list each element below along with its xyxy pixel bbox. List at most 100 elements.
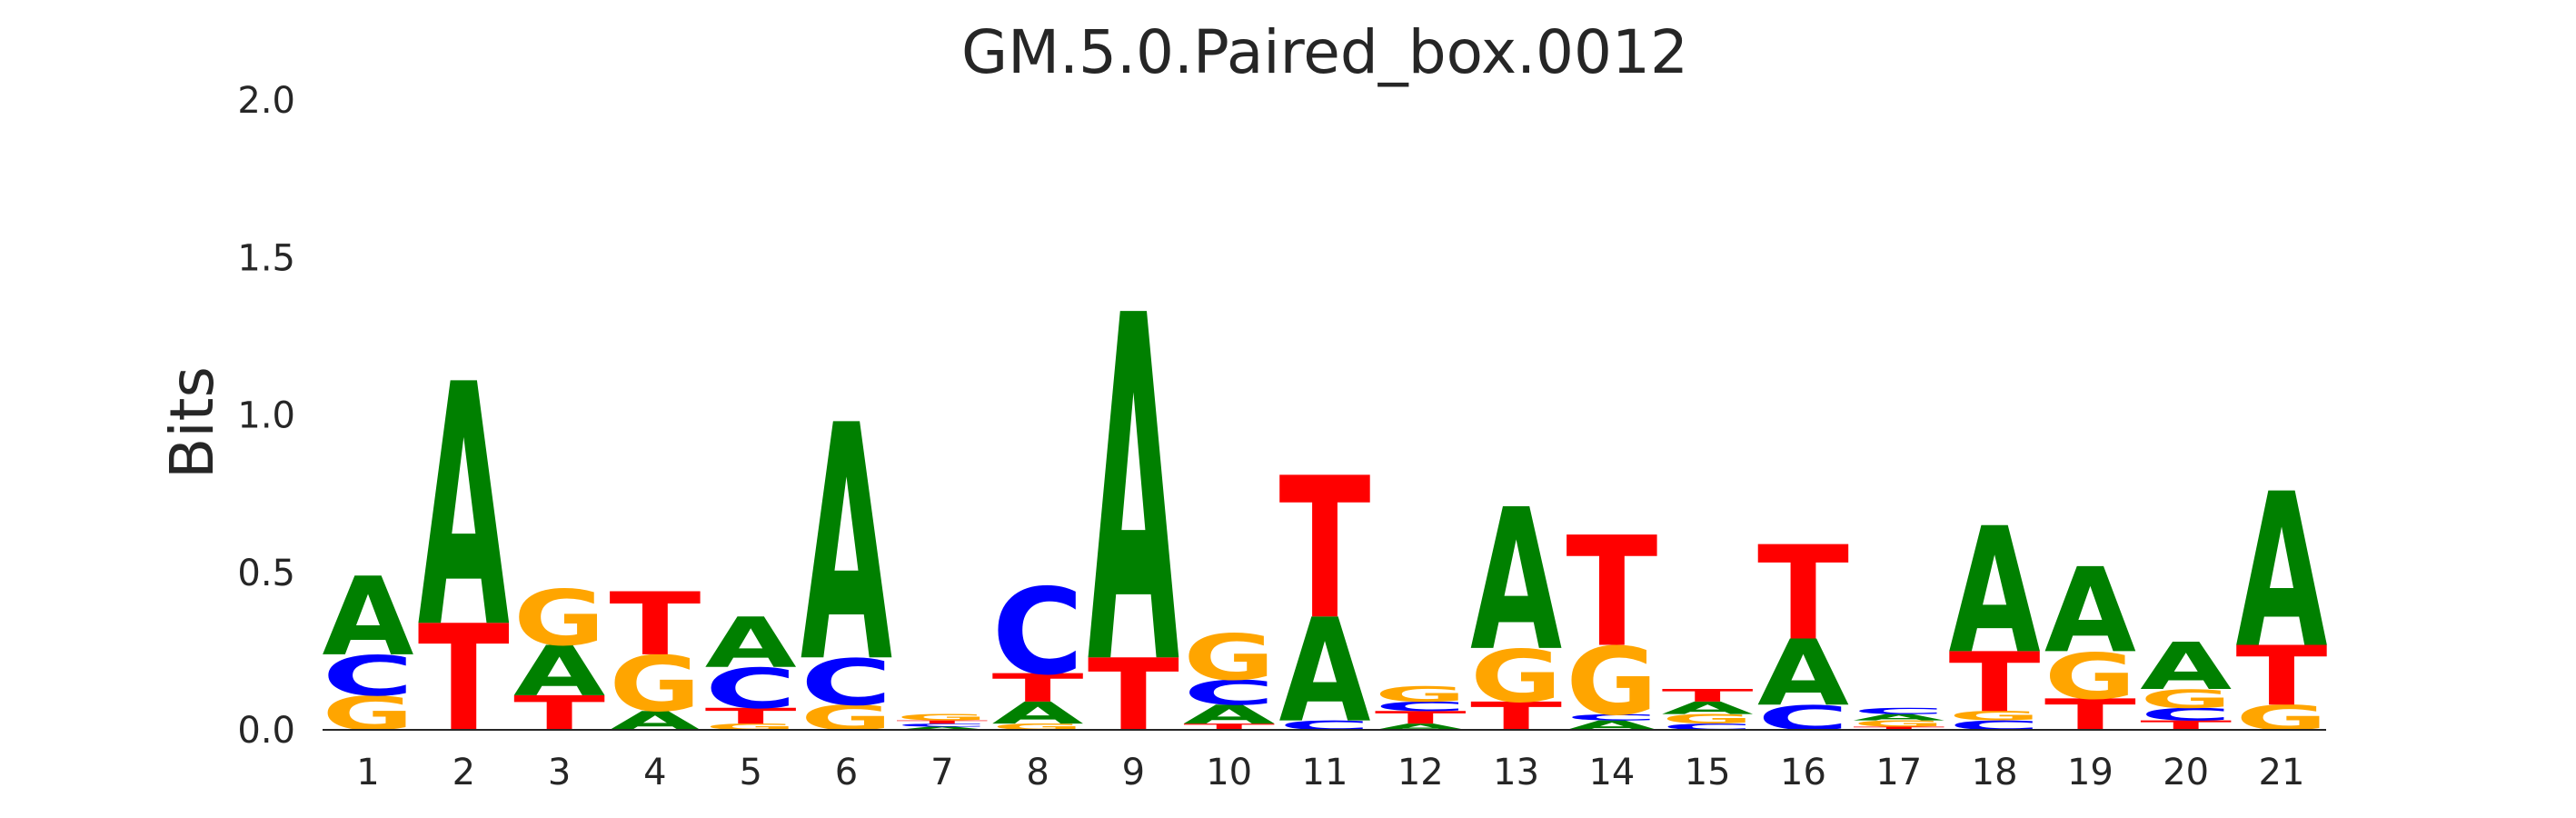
logo-letter-t: T (1470, 693, 1562, 739)
logo-letter-g: G (2236, 699, 2328, 738)
logo-letter-g: G (2140, 684, 2232, 714)
x-tick-label: 17 (1875, 752, 1922, 793)
logo-letter-g: G (1853, 719, 1944, 729)
x-tick-label: 3 (548, 752, 571, 793)
y-tick-label: 1.5 (237, 237, 295, 279)
x-tick-label: 2 (453, 752, 475, 793)
logo-letter-g: G (1375, 682, 1467, 706)
y-axis-label: Bits (157, 366, 227, 479)
y-tick-label: 0.5 (237, 553, 295, 594)
logo-letter-a: A (801, 358, 893, 734)
logo-letter-a: A (1375, 722, 1467, 732)
x-tick-label: 19 (2067, 752, 2114, 793)
logo-letter-a: A (896, 726, 988, 732)
x-tick-label: 16 (1780, 752, 1826, 793)
logo-letter-t: T (1375, 707, 1467, 727)
logo-letter-t: T (1757, 519, 1849, 670)
logo-letter-g: G (992, 722, 1084, 732)
logo-letter-a: A (1183, 700, 1275, 730)
y-tick-label: 0.0 (237, 710, 295, 752)
logo-letter-c: C (1853, 706, 1944, 716)
logo-letter-t: T (418, 594, 510, 765)
logo-letter-t: T (2044, 690, 2136, 740)
logo-letter-g: G (1566, 628, 1657, 736)
logo-letter-g: G (2044, 639, 2136, 713)
x-tick-label: 18 (1972, 752, 2018, 793)
logo-letter-a: A (1088, 216, 1180, 770)
logo-letter-g: G (1949, 709, 2041, 723)
logo-letter-a: A (323, 554, 414, 680)
logo-letter-c: C (705, 657, 797, 722)
logo-letter-t: T (1088, 637, 1179, 753)
logo-letter-t: T (1662, 685, 1754, 705)
logo-letter-a: A (1470, 468, 1562, 694)
y-axis-ticks: 0.0 0.5 1.0 1.5 2.0 (237, 80, 295, 752)
x-tick-label: 12 (1397, 752, 1444, 793)
logo-letter-g: G (896, 713, 988, 723)
y-tick-label: 2.0 (237, 80, 295, 122)
logo-letter-t: T (1183, 722, 1275, 732)
logo-letter-a: A (992, 696, 1084, 731)
logo-letter-a: A (1279, 589, 1371, 755)
x-tick-label: 13 (1493, 752, 1539, 793)
chart-title: GM.5.0.Paired_box.0012 (961, 17, 1688, 87)
x-tick-label: 20 (2163, 752, 2209, 793)
logo-letter-t: T (896, 720, 988, 725)
x-tick-label: 8 (1026, 752, 1049, 793)
x-tick-label: 21 (2259, 752, 2305, 793)
logo-letter-a: A (1949, 492, 2041, 692)
logo-letter-c: C (896, 723, 988, 727)
x-tick-label: 4 (643, 752, 666, 793)
logo-letter-a: A (705, 604, 797, 683)
logo-letter-g: G (1470, 635, 1562, 719)
logo-letter-a: A (609, 706, 701, 736)
logo-letter-t: T (705, 703, 797, 729)
logo-letter-g: G (609, 640, 701, 729)
x-tick-label: 14 (1588, 752, 1635, 793)
logo-letter-t: T (609, 575, 701, 675)
x-tick-label: 9 (1122, 752, 1145, 793)
logo-letter-g: G (513, 574, 605, 663)
x-tick-label: 15 (1685, 752, 1731, 793)
logo-letter-a: A (1853, 713, 1945, 723)
logo-letter-t: T (1566, 505, 1657, 681)
logo-letter-t: T (513, 686, 605, 742)
logo-letter-c: C (801, 646, 892, 720)
x-tick-label: 10 (1206, 752, 1252, 793)
logo-letter-t: T (2236, 628, 2328, 723)
x-axis-ticks: 1 2 3 4 5 6 7 8 9 10 11 12 13 14 15 16 17 18 19 20 21 (356, 752, 2304, 793)
logo-letter-a: A (2140, 628, 2232, 703)
x-tick-label: 5 (739, 752, 761, 793)
logo-letter-t: T (992, 665, 1084, 711)
logo-letter-g: G (1662, 712, 1754, 726)
logo-letter-c: C (2140, 705, 2232, 725)
x-tick-label: 6 (835, 752, 858, 793)
logo-letter-a: A (418, 314, 511, 702)
logo-letter-g: G (323, 687, 414, 741)
logo-letter-c: C (1183, 673, 1275, 713)
logo-letter-c: C (1375, 699, 1467, 713)
logo-letter-t: T (1949, 634, 2041, 730)
y-tick-label: 1.0 (237, 395, 295, 437)
logo-letter-c: C (1566, 713, 1657, 723)
x-tick-label: 11 (1302, 752, 1348, 793)
logo-letter-g: G (1183, 621, 1275, 695)
logo-letter-a: A (2044, 543, 2136, 679)
logo-letter-a: A (1662, 698, 1754, 718)
logo-letter-c: C (323, 644, 414, 709)
logo-letter-t: T (1853, 726, 1944, 732)
logo-letter-a: A (513, 632, 605, 712)
logo-letter-g: G (801, 699, 892, 738)
x-tick-label: 1 (356, 752, 379, 793)
logo-letter-a: A (1757, 621, 1849, 726)
logo-letter-a: A (2236, 449, 2328, 695)
logo-letter-g: G (705, 722, 797, 732)
logo-letter-t: T (1279, 437, 1371, 663)
x-tick-label: 7 (930, 752, 953, 793)
logo-letter-c: C (1662, 722, 1754, 732)
logo-letter-c: C (992, 564, 1084, 702)
logo-letter-c: C (1757, 698, 1849, 738)
